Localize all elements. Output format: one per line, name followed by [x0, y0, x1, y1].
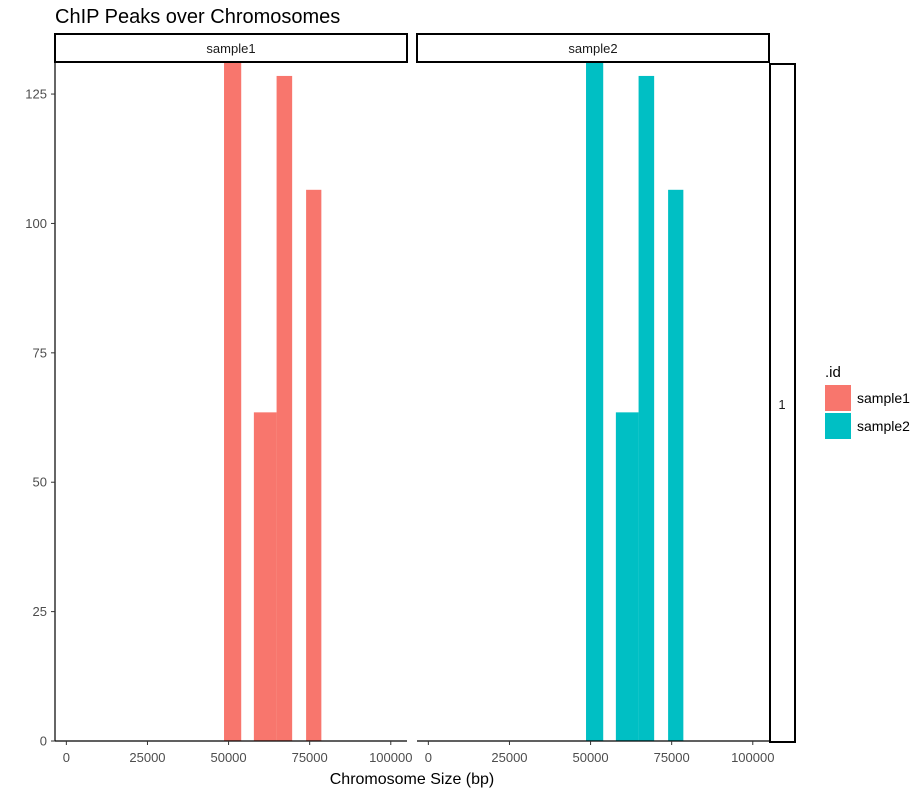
facet-strip	[54, 33, 408, 63]
histogram-bar	[224, 63, 242, 741]
legend-key	[825, 385, 851, 411]
facet-strip-label: sample2	[568, 41, 617, 56]
histogram-bar	[668, 189, 684, 742]
x-tick-label: 0	[63, 750, 70, 765]
histogram-bar	[306, 189, 322, 742]
panel-sample2: sample2 0 25000 50000 75000 100000	[416, 33, 774, 765]
row-strip: 1	[769, 63, 796, 743]
row-strip-label: 1	[778, 397, 785, 412]
facet-strip	[416, 33, 770, 63]
x-tick-label: 100000	[369, 750, 412, 765]
x-tick-label: 50000	[572, 750, 608, 765]
y-tick-label: 125	[25, 87, 47, 102]
histogram-bar	[638, 75, 655, 741]
histogram-bar	[615, 412, 639, 741]
x-tick-label: 100000	[731, 750, 774, 765]
x-tick-label: 75000	[654, 750, 690, 765]
y-tick-label: 50	[33, 475, 47, 490]
legend-label: sample1	[857, 390, 910, 406]
y-axis: 0 25 50 75 100 125	[25, 63, 56, 749]
x-tick-label: 25000	[491, 750, 527, 765]
histogram-bar	[586, 63, 604, 741]
x-axis-title: Chromosome Size (bp)	[330, 771, 495, 788]
chart-title: ChIP Peaks over Chromosomes	[55, 6, 340, 28]
y-tick-label: 100	[25, 216, 47, 231]
x-tick-label: 25000	[129, 750, 165, 765]
facet-panels: sample1 0 25000 50000 75000 100000 sample2 0 250…	[54, 33, 774, 765]
x-tick-label: 75000	[292, 750, 328, 765]
y-tick-label: 75	[33, 345, 47, 360]
legend: .id sample1 sample2	[825, 364, 910, 439]
y-tick-label: 0	[40, 734, 47, 749]
panel-sample1: sample1 0 25000 50000 75000 100000	[54, 33, 412, 765]
facet-strip-label: sample1	[206, 41, 255, 56]
legend-key	[825, 413, 851, 439]
histogram-bar	[253, 412, 277, 741]
legend-label: sample2	[857, 418, 910, 434]
x-tick-label: 50000	[210, 750, 246, 765]
legend-title: .id	[825, 364, 841, 381]
x-tick-label: 0	[425, 750, 432, 765]
y-tick-label: 25	[33, 604, 47, 619]
histogram-bar	[276, 75, 293, 741]
row-strip-box	[769, 63, 796, 743]
